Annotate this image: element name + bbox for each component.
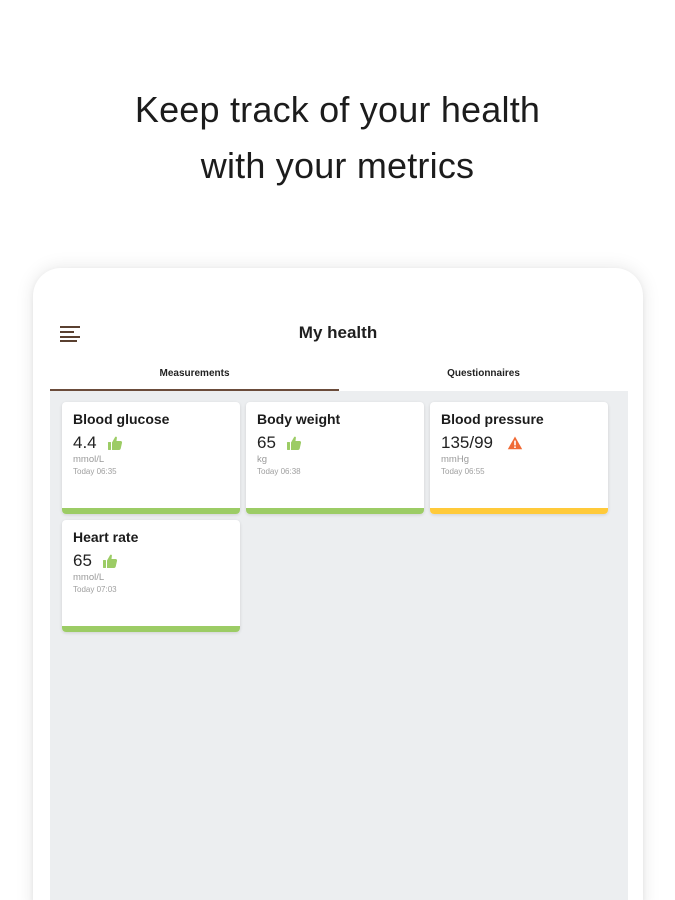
card-value: 65 — [257, 433, 276, 452]
status-bar — [62, 508, 240, 514]
status-bar — [246, 508, 424, 514]
page-title: My health — [298, 323, 378, 342]
measurements-panel: Blood glucose 4.4 mmol/L Today 06:35 Bod… — [50, 391, 628, 900]
card-name: Blood glucose — [73, 411, 170, 427]
card-value-row: 135/99 — [441, 433, 523, 453]
measurement-card-heart-rate[interactable]: Heart rate 65 mmol/L Today 07:03 — [62, 520, 240, 632]
card-name: Heart rate — [73, 529, 139, 545]
card-value: 135/99 — [441, 433, 493, 452]
tab-measurements[interactable]: Measurements — [50, 361, 339, 391]
measurement-card-blood-pressure[interactable]: Blood pressure 135/99 mmHg Today 06:55 — [430, 402, 608, 514]
card-timestamp: Today 06:38 — [257, 467, 301, 476]
card-value-row: 65 — [257, 433, 302, 453]
status-bar — [62, 626, 240, 632]
app-header: My health — [33, 268, 643, 358]
status-bar — [430, 508, 608, 514]
thumbs-up-icon — [102, 554, 117, 568]
measurement-card-blood-glucose[interactable]: Blood glucose 4.4 mmol/L Today 06:35 — [62, 402, 240, 514]
card-unit: kg — [257, 454, 268, 465]
card-timestamp: Today 07:03 — [73, 585, 117, 594]
headline-line-2: with your metrics — [200, 145, 475, 186]
tab-questionnaires[interactable]: Questionnaires — [447, 368, 520, 379]
headline: Keep track of your health with your metr… — [0, 82, 675, 194]
device-frame: My health Measurements Questionnaires Bl… — [33, 268, 643, 900]
card-unit: mmol/L — [73, 454, 105, 465]
thumbs-up-icon — [286, 436, 301, 450]
thumbs-up-icon — [107, 436, 122, 450]
card-value-row: 4.4 — [73, 433, 123, 453]
menu-icon[interactable] — [60, 326, 80, 342]
card-value: 4.4 — [73, 433, 97, 452]
card-value-row: 65 — [73, 551, 118, 571]
card-unit: mmol/L — [73, 572, 105, 583]
card-timestamp: Today 06:55 — [441, 467, 485, 476]
card-value: 65 — [73, 551, 92, 570]
measurement-card-body-weight[interactable]: Body weight 65 kg Today 06:38 — [246, 402, 424, 514]
card-unit: mmHg — [441, 454, 469, 465]
measurement-grid: Blood glucose 4.4 mmol/L Today 06:35 Bod… — [62, 402, 618, 632]
card-name: Body weight — [257, 411, 341, 427]
headline-line-1: Keep track of your health — [134, 89, 541, 130]
card-name: Blood pressure — [441, 411, 544, 427]
tab-bar: Measurements Questionnaires — [50, 361, 628, 391]
card-timestamp: Today 06:35 — [73, 467, 117, 476]
warning-icon — [507, 436, 523, 450]
